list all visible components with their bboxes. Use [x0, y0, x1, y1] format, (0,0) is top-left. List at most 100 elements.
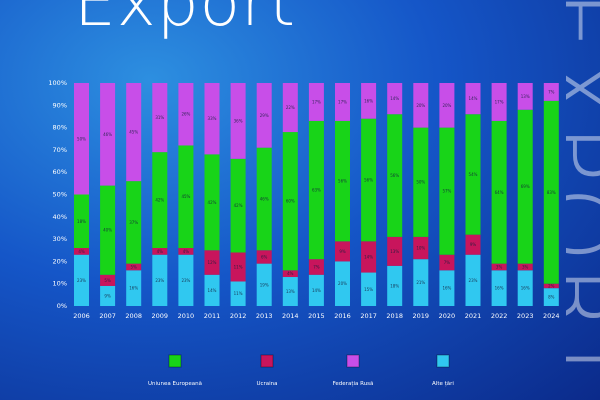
data-label: 57%	[442, 189, 451, 194]
data-label: 50%	[77, 136, 86, 141]
legend-swatch	[260, 354, 274, 368]
data-label: 56%	[390, 173, 399, 178]
bar-segment-russia	[126, 83, 142, 182]
bar-segment-ukraine	[74, 248, 89, 255]
bar-segment-eu	[439, 127, 455, 255]
bar-segment-russia	[361, 83, 377, 119]
data-label: 20%	[416, 103, 425, 108]
data-label: 21%	[416, 280, 425, 285]
bar-group-2021: 23% 9% 54% 14%	[465, 83, 481, 306]
data-label: 54%	[469, 172, 478, 177]
data-label: 19%	[260, 282, 269, 287]
y-tick-label: 50%	[53, 191, 67, 199]
bar-segment-eu	[204, 154, 220, 251]
legend-item-eu: Uniunea Europeană	[148, 354, 202, 387]
y-tick-label: 0%	[57, 302, 67, 310]
bar-segment-russia	[152, 83, 168, 153]
bar-segment-ukraine	[543, 283, 559, 289]
data-label: 69%	[521, 184, 530, 189]
bar-segment-ukraine	[178, 248, 194, 255]
bars: 23% 4% 18% 50% 9% 5% 40% 46% 16% 5% 37% 45% 23% 4% 42%…	[74, 83, 559, 306]
data-label: 42%	[234, 203, 243, 208]
bar-segment-ukraine	[413, 236, 429, 260]
data-label: 23%	[155, 278, 164, 283]
data-label: 45%	[129, 130, 138, 135]
data-label: 7%	[444, 260, 451, 265]
data-label: 46%	[103, 132, 112, 137]
bar-segment-other	[543, 288, 559, 306]
data-label: 14%	[390, 96, 399, 101]
data-label: 14%	[469, 96, 478, 101]
data-label: 14%	[312, 288, 321, 293]
x-tick-label: 2024	[543, 312, 560, 320]
x-tick-label: 2023	[517, 312, 534, 320]
bar-segment-ukraine	[491, 263, 507, 271]
data-label: 45%	[181, 194, 190, 199]
bar-segment-russia	[178, 83, 194, 146]
bar-segment-other	[256, 263, 272, 306]
data-label: 7%	[313, 264, 320, 269]
data-label: 13%	[286, 289, 295, 294]
bar-segment-other	[152, 254, 168, 306]
bar-segment-other	[282, 277, 298, 306]
x-tick-label: 2010	[178, 312, 195, 320]
bar-segment-eu	[465, 114, 481, 235]
data-label: 63%	[312, 188, 321, 193]
x-tick-label: 2008	[125, 312, 142, 320]
bar-segment-other	[413, 259, 429, 306]
bar-segment-other	[74, 254, 89, 306]
data-label: 18%	[77, 219, 86, 224]
bar-segment-other	[439, 270, 455, 306]
bar-segment-other	[491, 270, 507, 306]
bar-segment-eu	[178, 145, 194, 249]
data-label: 4%	[157, 249, 164, 254]
x-tick-label: 2012	[230, 312, 247, 320]
data-label: 6%	[261, 254, 268, 259]
data-label: 2%	[548, 283, 555, 288]
data-label: 9%	[339, 249, 346, 254]
legend-label: Uniunea Europeană	[148, 381, 202, 387]
y-tick-label: 20%	[53, 257, 67, 265]
data-label: 64%	[495, 190, 504, 195]
x-tick-label: 2011	[204, 312, 221, 320]
bar-segment-eu	[230, 158, 246, 253]
bar-segment-russia	[100, 83, 116, 186]
x-tick-label: 2019	[413, 312, 430, 320]
bar-segment-ukraine	[465, 234, 481, 255]
bar-group-2017: 15% 14% 56% 16%	[361, 83, 377, 306]
legend-label: Federația Rusă	[333, 381, 374, 387]
x-tick-label: 2020	[439, 312, 456, 320]
data-label: 9%	[104, 293, 111, 298]
data-label: 37%	[129, 220, 138, 225]
data-label: 17%	[312, 99, 321, 104]
bar-segment-other	[230, 281, 246, 306]
data-label: 16%	[129, 286, 138, 291]
data-label: 20%	[442, 103, 451, 108]
data-label: 15%	[364, 287, 373, 292]
y-tick-label: 10%	[53, 280, 67, 288]
legend-label: Ucraina	[256, 381, 277, 387]
x-tick-label: 2021	[465, 312, 482, 320]
legend-swatch	[346, 354, 360, 368]
data-label: 4%	[78, 249, 85, 254]
bar-segment-other	[335, 261, 350, 306]
bar-segment-other	[308, 274, 324, 306]
data-label: 12%	[208, 260, 217, 265]
bar-segment-russia	[439, 83, 455, 128]
page-title: Export	[74, 0, 297, 41]
data-label: 13%	[521, 94, 530, 99]
bar-segment-ukraine	[204, 250, 220, 275]
bar-segment-other	[178, 254, 194, 306]
bar-group-2022: 16% 3% 64% 17%	[491, 83, 507, 306]
data-label: 29%	[260, 113, 269, 118]
data-label: 17%	[338, 99, 347, 104]
legend-item-russia: Federația Rusă	[333, 354, 374, 387]
bar-group-2010: 23% 4% 45% 26%	[178, 83, 194, 306]
bar-group-2007: 9% 5% 40% 46%	[100, 83, 116, 306]
bar-group-2013: 19% 6% 46% 29%	[256, 83, 272, 306]
y-tick-label: 70%	[53, 146, 67, 154]
bar-segment-russia	[543, 83, 559, 101]
bar-group-2014: 13% 4% 60% 22%	[282, 83, 298, 306]
bar-segment-eu	[387, 114, 403, 237]
